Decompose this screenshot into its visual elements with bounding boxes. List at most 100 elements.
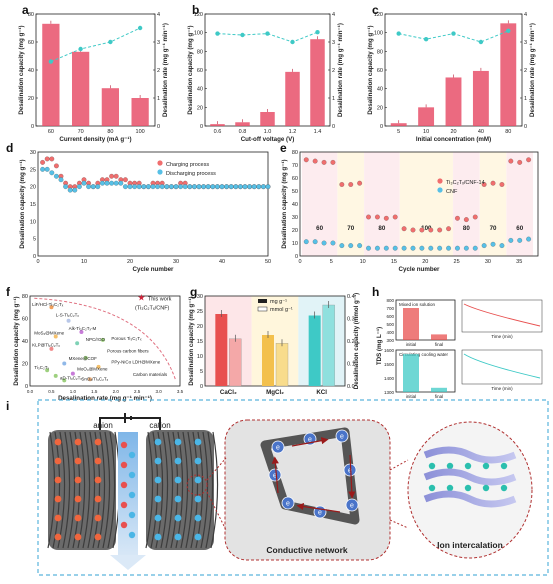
- y-axis-label: Desalination capacity (mg g⁻¹): [367, 25, 374, 114]
- y-tick-label: 100: [194, 31, 203, 37]
- literature-label: NPC/rGO: [86, 337, 106, 342]
- y-tick-label: 10: [30, 219, 36, 225]
- y-tick-label: 40: [28, 68, 34, 74]
- y-tick-label: 1500: [384, 362, 395, 367]
- data-point: [419, 227, 425, 233]
- literature-point: [53, 373, 58, 378]
- y-tick-label: 0: [200, 124, 203, 130]
- adsorbed-anion: [54, 457, 62, 465]
- panel-label: g: [190, 285, 197, 299]
- panel-label-i: i: [6, 399, 9, 413]
- x-axis-label: Cycle number: [399, 266, 441, 273]
- y-tick-label: 400: [386, 330, 394, 335]
- y2-tick-label: 4: [524, 12, 527, 18]
- electron: [271, 440, 285, 454]
- adsorbed-anion: [74, 457, 82, 465]
- panel-label: c: [372, 3, 379, 17]
- data-point: [472, 214, 478, 220]
- inset-xlabel: Time (min): [491, 334, 513, 339]
- panel-label: a: [22, 3, 29, 17]
- data-point: [44, 166, 50, 172]
- x-axis-label: Current density (mA g⁻¹): [59, 136, 131, 143]
- data-point: [375, 245, 380, 251]
- rate-line: [50, 27, 141, 63]
- zoom-lines: [206, 457, 409, 531]
- data-point: [265, 184, 271, 190]
- intercalated-ion: [428, 462, 436, 470]
- plot-frame: [395, 349, 456, 393]
- data-point: [63, 184, 68, 190]
- y-tick-label: 60: [22, 317, 28, 323]
- adsorbed-cation: [194, 476, 202, 484]
- literature-point: [53, 334, 58, 339]
- data-point: [455, 215, 460, 221]
- data-point: [187, 184, 193, 190]
- segment-label: 100: [421, 225, 432, 232]
- mxene-sheets: [423, 446, 517, 508]
- panel-label: d: [6, 141, 13, 155]
- data-point: [490, 180, 496, 186]
- data-point: [312, 239, 318, 245]
- data-point: [224, 184, 230, 190]
- data-point: [145, 184, 151, 190]
- bar-mg: [215, 314, 228, 386]
- y-tick-label: 30: [292, 215, 298, 221]
- data-point: [173, 184, 179, 190]
- y2-tick-label: 0: [157, 124, 160, 130]
- literature-point: [66, 318, 71, 323]
- bar: [71, 51, 90, 126]
- y-tick-label: 800: [386, 298, 394, 303]
- y-tick-label: 30: [197, 294, 203, 300]
- electron-label: e: [340, 434, 344, 441]
- bar: [235, 122, 250, 126]
- x-tick-label: 80: [505, 129, 511, 135]
- y2-tick-label: 0: [332, 124, 335, 130]
- literature-point: [70, 371, 75, 376]
- y-tick-label: 80: [292, 150, 298, 156]
- literature-point: [62, 361, 67, 366]
- segment-label: 70: [347, 225, 354, 232]
- y-tick-label: 60: [28, 40, 34, 46]
- y-axis-label: Desalination capacity (mg g⁻¹): [18, 25, 25, 114]
- data-point: [40, 166, 45, 172]
- data-point: [339, 243, 345, 249]
- data-point: [54, 163, 59, 169]
- x-tick-label: 80: [107, 129, 113, 135]
- data-point: [86, 184, 91, 190]
- data-point: [312, 158, 318, 164]
- data-point: [517, 159, 523, 165]
- rate-point: [215, 31, 220, 36]
- adsorbed-cation: [174, 514, 182, 522]
- subpanel-title: Circulating cooling water: [399, 352, 449, 357]
- flow-arrow-head: [110, 555, 146, 570]
- adsorbed-anion: [54, 533, 62, 541]
- panel-d: d 0 10 20 30 40 50 0 5 10 15 20 25 30 Charging process…: [6, 141, 271, 273]
- x-axis-label: Cycle number: [133, 266, 175, 273]
- inset-frame: [461, 349, 543, 385]
- data-point: [49, 170, 55, 176]
- x-tick-label: final: [435, 394, 443, 399]
- data-point: [90, 184, 96, 190]
- panel-label: f: [6, 285, 11, 299]
- x-tick-label: 20: [127, 259, 133, 265]
- inset-xlabel: Time (min): [491, 386, 513, 391]
- y-tick-label: 0: [33, 254, 36, 260]
- literature-label: SnO₂/Ti₃C₂Tₓ: [81, 376, 108, 381]
- rate-point: [451, 31, 456, 36]
- bar: [285, 71, 300, 126]
- fiber: [47, 431, 56, 549]
- conductive-frame: [260, 427, 360, 525]
- literature-point: [96, 364, 101, 369]
- x-tick-label: 40: [478, 129, 484, 135]
- panel-g: g 0 5 10 15 20 25 30 0.0 0.1 0.2 0.3 0.4 CaCl₂ MgCl₂ KC…: [188, 285, 360, 396]
- tds-bar: [431, 334, 447, 340]
- y2-tick-label: 2: [157, 68, 160, 74]
- y2-tick-label: 4: [157, 12, 160, 18]
- fiber: [160, 431, 169, 549]
- data-point: [155, 184, 161, 190]
- y-tick-label: 700: [386, 306, 394, 311]
- y-tick-label: 30: [30, 150, 36, 156]
- segment-label: 60: [516, 225, 523, 232]
- y-tick-label: 15: [30, 202, 36, 208]
- tds-bar: [403, 354, 419, 392]
